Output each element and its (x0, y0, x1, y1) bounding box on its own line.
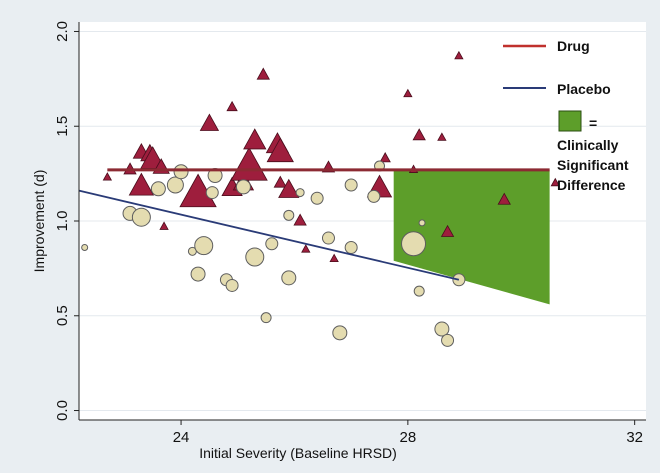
placebo-point (441, 333, 455, 347)
drug-point (159, 221, 169, 230)
significant-area-layer (393, 169, 550, 305)
grid (79, 30, 646, 412)
drug-point (226, 100, 238, 112)
placebo-point (310, 191, 324, 205)
drug-point (199, 113, 220, 131)
drug-point (329, 253, 339, 263)
placebo-point (173, 164, 189, 180)
y-tick-label: 2.0 (54, 21, 71, 42)
drug-point (266, 137, 294, 163)
legend: Drug Placebo = Clinically Significant Di… (503, 38, 629, 193)
placebo-point (190, 266, 206, 282)
x-tick-label: 28 (400, 429, 417, 446)
placebo-point (205, 186, 219, 200)
drug-point (293, 213, 307, 226)
fit-lines (78, 168, 550, 281)
placebo-point (344, 241, 358, 255)
legend-area-label-3: Difference (557, 177, 626, 193)
placebo-point (260, 312, 272, 324)
x-tick-label: 32 (626, 429, 643, 446)
y-tick-label: 1.5 (54, 116, 71, 137)
placebo-point (418, 219, 426, 227)
drug-point (230, 147, 268, 181)
marks (81, 50, 560, 347)
drug-point (243, 128, 267, 150)
placebo-point (194, 236, 214, 256)
placebo-point (245, 247, 265, 267)
placebo-point (434, 321, 450, 337)
placebo-point (344, 178, 358, 192)
placebo-point (281, 270, 297, 286)
placebo-point (150, 181, 166, 197)
drug-point (454, 50, 464, 60)
placebo-point (265, 237, 279, 251)
drug-point (379, 152, 391, 163)
drug-point (412, 128, 426, 141)
significant-difference-area (393, 169, 550, 305)
placebo-point (166, 176, 184, 194)
placebo-point (225, 278, 239, 292)
placebo-point (283, 209, 295, 221)
placebo-point (81, 244, 89, 252)
placebo-point (332, 325, 348, 341)
drug-point (301, 244, 311, 253)
legend-area-equals: = (589, 115, 597, 131)
placebo-point (235, 179, 251, 195)
drug-point (550, 177, 560, 187)
legend-placebo-label: Placebo (557, 81, 611, 97)
legend-area-swatch (558, 110, 582, 132)
x-tick-label: 24 (173, 429, 190, 446)
x-axis-title: Initial Severity (Baseline HRSD) (199, 445, 397, 461)
y-axis-title: Improvement (d) (31, 170, 47, 273)
drug-point (440, 224, 455, 237)
drug-point (497, 192, 511, 205)
placebo-point (295, 188, 305, 198)
drug-point (403, 88, 413, 98)
legend-area-label-1: Clinically (557, 137, 619, 153)
ticks: 0.0 0.5 1.0 1.5 2.0 24 28 32 (54, 21, 643, 446)
drug-point (128, 172, 155, 196)
drug-point (102, 172, 113, 181)
placebo-point (131, 207, 151, 227)
placebo-point (321, 231, 335, 245)
placebo-point (401, 231, 427, 257)
drug-point (256, 67, 270, 80)
drug-point (273, 175, 287, 188)
placebo-point (413, 285, 425, 297)
y-tick-label: 0.0 (54, 400, 71, 421)
drug-point (437, 132, 447, 141)
legend-drug-label: Drug (557, 38, 590, 54)
legend-area-label-2: Significant (557, 157, 629, 173)
y-tick-label: 1.0 (54, 211, 71, 232)
placebo-fit-line (78, 189, 460, 281)
drug-point (278, 178, 300, 198)
placebo-point (367, 189, 381, 203)
y-tick-label: 0.5 (54, 305, 71, 326)
